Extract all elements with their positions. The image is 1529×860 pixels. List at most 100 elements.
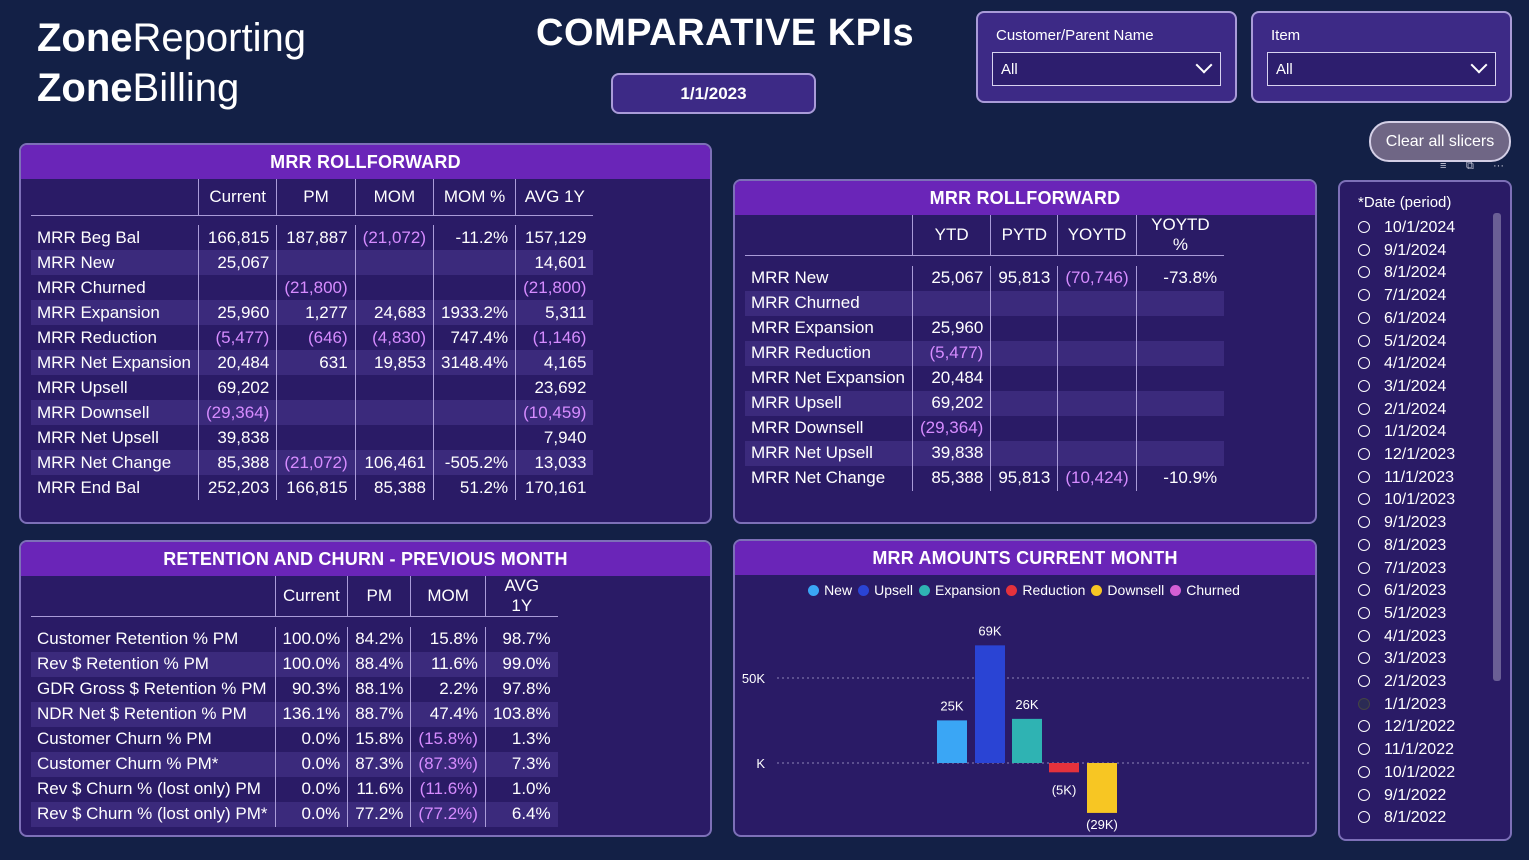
legend-item[interactable]: Expansion [918, 582, 1002, 598]
radio-icon [1358, 311, 1370, 324]
table-cell: 0.0% [274, 801, 348, 827]
retention-churn-title: RETENTION AND CHURN - PREVIOUS MONTH [21, 542, 710, 576]
date-option[interactable]: 10/1/2024 [1358, 218, 1455, 238]
col-header: YTD [912, 215, 991, 256]
date-slicer-scrollbar[interactable] [1493, 213, 1501, 681]
table-cell: (10,459) [515, 400, 594, 425]
table-cell [432, 375, 516, 400]
table-cell: 166,815 [198, 225, 277, 250]
data-label: (29K) [1086, 817, 1118, 832]
row-label: Rev $ Retention % PM [31, 651, 276, 677]
col-header: PM [276, 179, 356, 216]
table-cell: (11.6%) [410, 776, 486, 802]
radio-icon [1358, 538, 1370, 551]
radio-icon [1358, 720, 1370, 733]
table-cell [990, 365, 1058, 391]
table-cell: 100.0% [274, 651, 348, 677]
date-option[interactable]: 11/1/2022 [1358, 740, 1502, 761]
customer-dropdown[interactable]: All [992, 52, 1221, 86]
row-label: MRR Net Upsell [37, 427, 159, 447]
date-option[interactable]: 8/1/2023 [1358, 536, 1446, 556]
col-header: Current [274, 576, 348, 617]
table-cell: 85,388 [198, 450, 277, 475]
legend-item[interactable]: Downsell [1091, 582, 1166, 598]
table-row: MRR Net Upsell 39,838 7,940 [31, 425, 594, 450]
col-header [31, 576, 276, 617]
table-cell [1057, 340, 1137, 366]
table-cell [1135, 315, 1225, 341]
date-option[interactable]: 5/1/2024 [1358, 332, 1502, 352]
table-cell: 97.8% [484, 676, 558, 702]
data-label: 25K [940, 698, 963, 713]
date-option[interactable]: 10/1/2022 [1358, 763, 1455, 783]
table-cell: 187,887 [276, 225, 356, 250]
date-option[interactable]: 4/1/2023 [1358, 627, 1446, 647]
table-cell: 99.0% [484, 651, 558, 677]
table-cell: 39,838 [912, 440, 991, 466]
row-label: MRR Beg Bal [37, 227, 140, 247]
table-cell: (5,477) [198, 325, 277, 350]
table-cell [276, 375, 356, 400]
table-cell: 90.3% [274, 676, 348, 702]
date-option[interactable]: 9/1/2023 [1358, 513, 1502, 534]
table-row: MRR Expansion 25,960 [745, 315, 1225, 341]
radio-icon [1358, 606, 1370, 619]
date-option-label: 7/1/2024 [1384, 287, 1447, 305]
row-label: MRR Reduction [745, 340, 913, 366]
date-option[interactable]: 1/1/2024 [1358, 422, 1502, 443]
radio-icon [1358, 516, 1370, 529]
table-cell: 95,813 [990, 265, 1058, 291]
radio-icon [1358, 266, 1370, 279]
filter-icon[interactable]: ≡ [1440, 160, 1447, 172]
table-cell: 84.2% [347, 626, 411, 652]
legend-item[interactable]: New [808, 582, 854, 598]
row-label: MRR Upsell [37, 377, 128, 397]
date-option[interactable]: 3/1/2024 [1358, 377, 1502, 397]
date-option[interactable]: 8/1/2024 [1358, 263, 1446, 283]
table-cell: (4,830) [354, 325, 434, 350]
date-option-label: 12/1/2023 [1384, 446, 1456, 463]
row-label: MRR New [31, 250, 199, 275]
item-dropdown[interactable]: All [1267, 52, 1496, 86]
mrr-amounts-chart: 50K K 25K 69K 26K (5K) (29K) [742, 623, 1310, 832]
row-label: MRR Churned [745, 290, 913, 316]
radio-icon [1358, 221, 1370, 233]
date-option[interactable]: 7/1/2024 [1358, 286, 1502, 307]
date-option-label: 10/1/2022 [1384, 763, 1456, 781]
mrr-rollforward-ytd-panel: MRR ROLLFORWARD YTD PYTD YOYTD YOYTD % MRR N… [733, 179, 1317, 524]
date-option[interactable]: 9/1/2022 [1358, 786, 1502, 806]
table-cell [990, 440, 1058, 466]
table-cell: (5,477) [912, 340, 991, 366]
radio-icon [1358, 289, 1370, 302]
date-option[interactable]: 12/1/2022 [1358, 717, 1455, 737]
date-option[interactable]: 11/1/2023 [1358, 468, 1502, 488]
table-cell: 39,838 [198, 425, 277, 450]
legend-item[interactable]: Churned [1170, 582, 1242, 598]
legend-item[interactable]: Upsell [858, 582, 915, 598]
date-option[interactable]: 9/1/2024 [1358, 241, 1502, 261]
date-option[interactable]: 3/1/2023 [1358, 649, 1502, 670]
date-option[interactable]: 10/1/2023 [1358, 490, 1455, 510]
table-cell: 23,692 [515, 375, 594, 400]
legend-item[interactable]: Reduction [1006, 582, 1087, 598]
radio-icon [1358, 357, 1370, 370]
date-option-label: 12/1/2022 [1384, 718, 1456, 736]
table-cell: (10,424) [1057, 465, 1137, 491]
date-option[interactable]: 1/1/2023 [1358, 695, 1502, 715]
focus-mode-icon[interactable]: ⧉ [1466, 160, 1474, 172]
date-option[interactable]: 2/1/2024 [1358, 400, 1446, 420]
date-option[interactable]: 12/1/2023 [1358, 445, 1455, 465]
clear-all-slicers-button[interactable]: Clear all slicers [1369, 121, 1511, 162]
date-option[interactable]: 2/1/2023 [1358, 672, 1446, 692]
radio-icon [1358, 334, 1370, 347]
date-option[interactable]: 7/1/2023 [1358, 559, 1502, 579]
date-option[interactable]: 6/1/2023 [1358, 581, 1446, 601]
more-options-icon[interactable]: ··· [1493, 160, 1504, 172]
date-option[interactable]: 4/1/2024 [1358, 354, 1446, 374]
table-cell: 747.4% [432, 325, 516, 350]
date-option[interactable]: 5/1/2023 [1358, 604, 1502, 624]
table-cell: 7.3% [484, 751, 558, 777]
date-option[interactable]: 6/1/2024 [1358, 309, 1446, 329]
date-option[interactable]: 8/1/2022 [1358, 808, 1446, 828]
row-label: Rev $ Churn % (lost only) PM* [31, 801, 276, 827]
